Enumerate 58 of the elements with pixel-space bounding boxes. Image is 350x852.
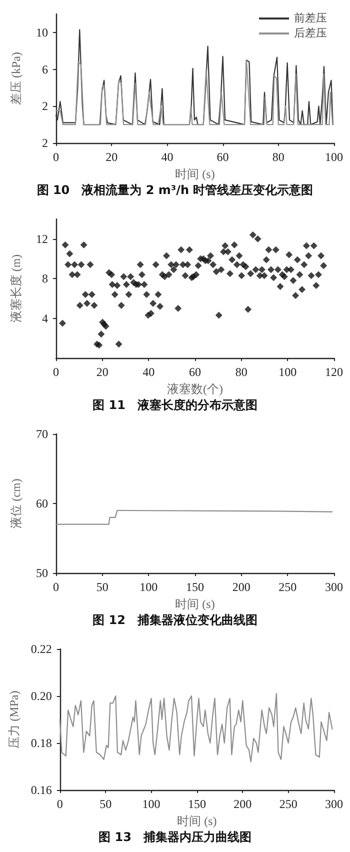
x-axis-title: 时间 (s) [175,596,215,611]
x-tick-label: 0 [53,150,59,164]
x-tick-label: 150 [188,797,206,811]
x-tick-label: 250 [278,580,297,594]
x-tick-label: 250 [279,797,298,811]
x-tick-label: 80 [235,365,248,379]
x-tick-label: 60 [216,150,229,164]
text: 图 12 捕集器液位变化曲线图 [92,613,258,627]
text: 图 10 液相流量为 2 m³/h 时管线差压变化示意图 [36,183,314,197]
x-tick-label: 50 [96,580,108,594]
y-tick-label: 2 [42,99,48,114]
x-tick-label: 20 [96,365,108,379]
x-tick-label: 100 [325,150,343,164]
x-tick-label: 100 [140,580,158,594]
x-tick-label: 50 [100,797,112,811]
y-tick-label: 0.20 [30,689,52,703]
y-axis-title: 差压 (kPa) [9,52,23,105]
x-axis-title: 时间 (s) [175,166,215,181]
x-tick-label: 200 [234,797,252,811]
x-tick-label: 40 [161,150,174,164]
text: 图 11 液塞长度的分布示意图 [92,398,258,412]
y-axis-title: 液塞长度 (m) [9,254,23,323]
x-tick-label: 0 [56,797,63,811]
y-tick-label: 8 [42,272,48,286]
x-tick-label: 20 [106,150,118,164]
y-tick-label: 6 [42,62,48,76]
y-tick-label: 10 [36,25,48,40]
y-tick-label: 50 [36,566,48,580]
x-tick-label: 40 [142,365,155,379]
x-tick-label: 60 [189,365,201,379]
x-tick-label: 150 [186,580,204,594]
y-tick-label: 60 [36,496,48,510]
legend-label: 前差压 [294,12,327,24]
line-series [55,60,334,126]
x-tick-label: 300 [325,797,343,811]
line-series [59,693,333,762]
y-tick-label: 0.18 [30,736,52,750]
line-series [55,510,333,525]
x-tick-label: 100 [278,365,297,379]
x-tick-label: 0 [53,580,59,594]
y-tick-label: 12 [36,232,48,246]
x-axis-title: 液塞数(个) [167,382,223,396]
x-tick-label: 120 [325,365,343,379]
y-tick-label: 2 [42,136,48,150]
y-tick-label: 4 [42,311,48,326]
x-tick-label: 100 [142,797,160,811]
y-tick-label: 70 [36,427,48,441]
y-tick-label: 0.22 [30,642,52,656]
y-axis-title: 液位 (cm) [9,478,23,528]
y-axis-title: 压力 (MPa) [7,690,21,748]
x-tick-label: 200 [232,580,250,594]
text: 图 13 捕集器内压力曲线图 [98,830,252,844]
x-tick-label: 300 [325,580,343,594]
legend-label: 后差压 [294,26,327,40]
y-tick-label: 0.16 [30,783,52,797]
x-axis-title: 时间 (s) [177,814,217,828]
x-tick-label: 80 [272,150,284,164]
x-tick-label: 0 [53,365,59,379]
